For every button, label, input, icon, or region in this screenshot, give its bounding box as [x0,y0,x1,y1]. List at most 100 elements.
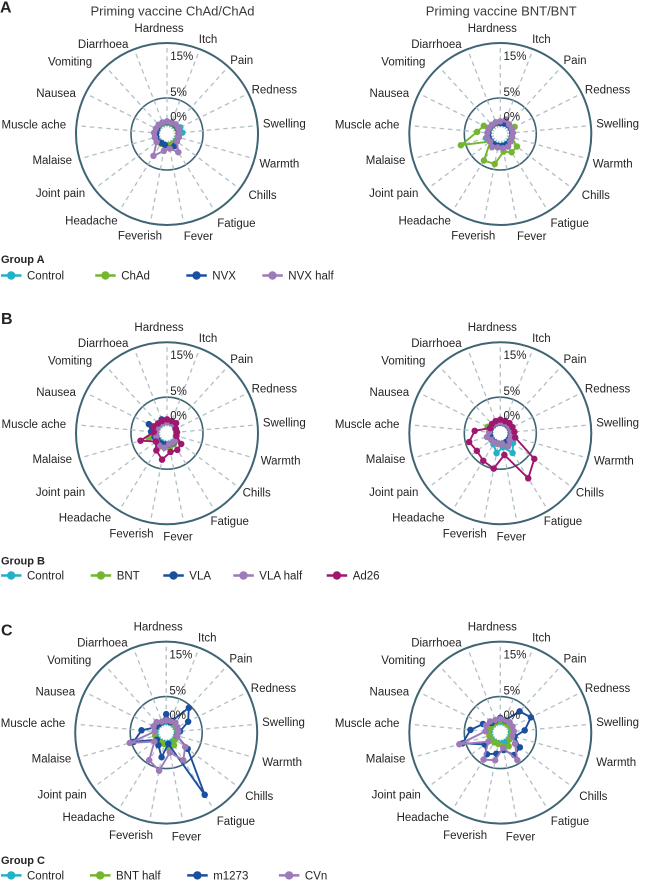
svg-text:Pain: Pain [564,55,587,67]
svg-text:Redness: Redness [585,683,631,695]
svg-text:15%: 15% [504,350,527,362]
svg-text:Vomiting: Vomiting [47,655,91,667]
svg-text:Chills: Chills [579,791,607,803]
svg-text:BNT half: BNT half [116,870,161,882]
svg-text:Itch: Itch [532,333,551,345]
svg-text:15%: 15% [169,650,192,662]
svg-text:Muscle ache: Muscle ache [2,419,67,431]
svg-text:0%: 0% [169,710,186,722]
svg-text:Pain: Pain [229,654,252,666]
svg-text:Malaise: Malaise [366,155,406,167]
svg-text:Fever: Fever [163,532,193,544]
svg-text:0%: 0% [170,411,187,423]
svg-text:Control: Control [27,870,64,882]
svg-text:Diarrhoea: Diarrhoea [78,39,129,51]
svg-text:Joint pain: Joint pain [369,487,418,499]
svg-text:0%: 0% [170,112,187,124]
svg-text:Headache: Headache [59,513,111,525]
svg-text:C: C [1,623,13,640]
svg-text:Joint pain: Joint pain [369,188,418,200]
svg-text:A: A [0,0,12,17]
svg-text:Malaise: Malaise [32,454,72,466]
svg-text:Group B: Group B [1,556,45,568]
svg-text:Joint pain: Joint pain [37,790,86,802]
svg-text:Pain: Pain [564,354,587,366]
svg-text:Itch: Itch [198,633,217,645]
svg-text:Itch: Itch [532,633,551,645]
svg-text:Feverish: Feverish [109,830,153,842]
svg-text:Headache: Headache [392,513,444,525]
svg-text:Muscle ache: Muscle ache [335,120,400,132]
svg-text:Muscle ache: Muscle ache [1,718,66,730]
svg-text:VLA half: VLA half [259,571,303,583]
svg-text:Fever: Fever [517,231,547,243]
svg-text:B: B [1,311,13,328]
svg-text:Diarrhoea: Diarrhoea [411,338,462,350]
svg-text:Priming vaccine ChAd/ChAd: Priming vaccine ChAd/ChAd [90,4,254,19]
svg-text:15%: 15% [170,350,193,362]
svg-text:Hardness: Hardness [134,322,183,334]
svg-text:Warmth: Warmth [261,455,301,467]
svg-text:Chills: Chills [582,190,610,202]
svg-text:Nausea: Nausea [370,686,410,698]
svg-text:Redness: Redness [252,85,298,97]
svg-text:Swelling: Swelling [596,717,639,729]
svg-text:0%: 0% [504,411,521,423]
svg-text:5%: 5% [504,87,521,99]
svg-text:Headache: Headache [398,216,450,228]
svg-text:Fatigue: Fatigue [551,816,589,828]
svg-text:Muscle ache: Muscle ache [335,718,400,730]
svg-text:Feverish: Feverish [451,230,495,242]
svg-text:Swelling: Swelling [262,717,305,729]
svg-text:Fever: Fever [497,532,527,544]
svg-text:Diarrhoea: Diarrhoea [77,637,128,649]
svg-text:Joint pain: Joint pain [36,487,85,499]
svg-text:Vomiting: Vomiting [381,655,425,667]
svg-text:NVX: NVX [212,271,236,283]
svg-text:Group A: Group A [1,254,45,266]
svg-text:5%: 5% [170,386,187,398]
svg-text:Malaise: Malaise [32,753,72,765]
svg-text:Hardness: Hardness [134,622,183,634]
svg-text:Hardness: Hardness [468,23,517,35]
svg-text:Diarrhoea: Diarrhoea [411,637,462,649]
svg-text:Malaise: Malaise [32,155,72,167]
svg-text:Chills: Chills [249,190,277,202]
svg-text:Feverish: Feverish [443,830,487,842]
svg-text:Fever: Fever [506,832,536,844]
svg-text:Diarrhoea: Diarrhoea [411,39,462,51]
svg-text:Vomiting: Vomiting [381,356,425,368]
svg-text:Warmth: Warmth [594,455,634,467]
svg-text:Redness: Redness [252,384,298,396]
svg-text:Headache: Headache [65,216,117,228]
svg-text:5%: 5% [504,686,521,698]
svg-text:Chills: Chills [245,791,273,803]
svg-text:Nausea: Nausea [370,387,410,399]
svg-text:VLA: VLA [189,571,211,583]
svg-text:Headache: Headache [62,812,114,824]
svg-text:15%: 15% [504,51,527,63]
svg-text:Hardness: Hardness [468,322,517,334]
svg-text:Muscle ache: Muscle ache [2,120,67,132]
svg-text:Swelling: Swelling [263,418,306,430]
svg-text:Redness: Redness [585,384,631,396]
svg-text:15%: 15% [170,51,193,63]
svg-text:Control: Control [27,571,64,583]
svg-text:Hardness: Hardness [468,622,517,634]
svg-text:Vomiting: Vomiting [48,56,92,68]
svg-text:Diarrhoea: Diarrhoea [78,338,129,350]
svg-text:Feverish: Feverish [443,529,487,541]
svg-text:5%: 5% [169,686,186,698]
svg-text:Redness: Redness [585,85,631,97]
svg-text:Chills: Chills [576,487,604,499]
svg-text:Redness: Redness [251,683,297,695]
svg-text:Chills: Chills [243,487,271,499]
svg-text:Vomiting: Vomiting [381,56,425,68]
svg-text:5%: 5% [504,386,521,398]
svg-text:Fatigue: Fatigue [211,516,249,528]
svg-text:Muscle ache: Muscle ache [335,419,400,431]
svg-text:Feverish: Feverish [109,529,153,541]
svg-text:Fatigue: Fatigue [217,816,255,828]
svg-text:Fatigue: Fatigue [551,218,589,230]
svg-text:Nausea: Nausea [35,686,75,698]
